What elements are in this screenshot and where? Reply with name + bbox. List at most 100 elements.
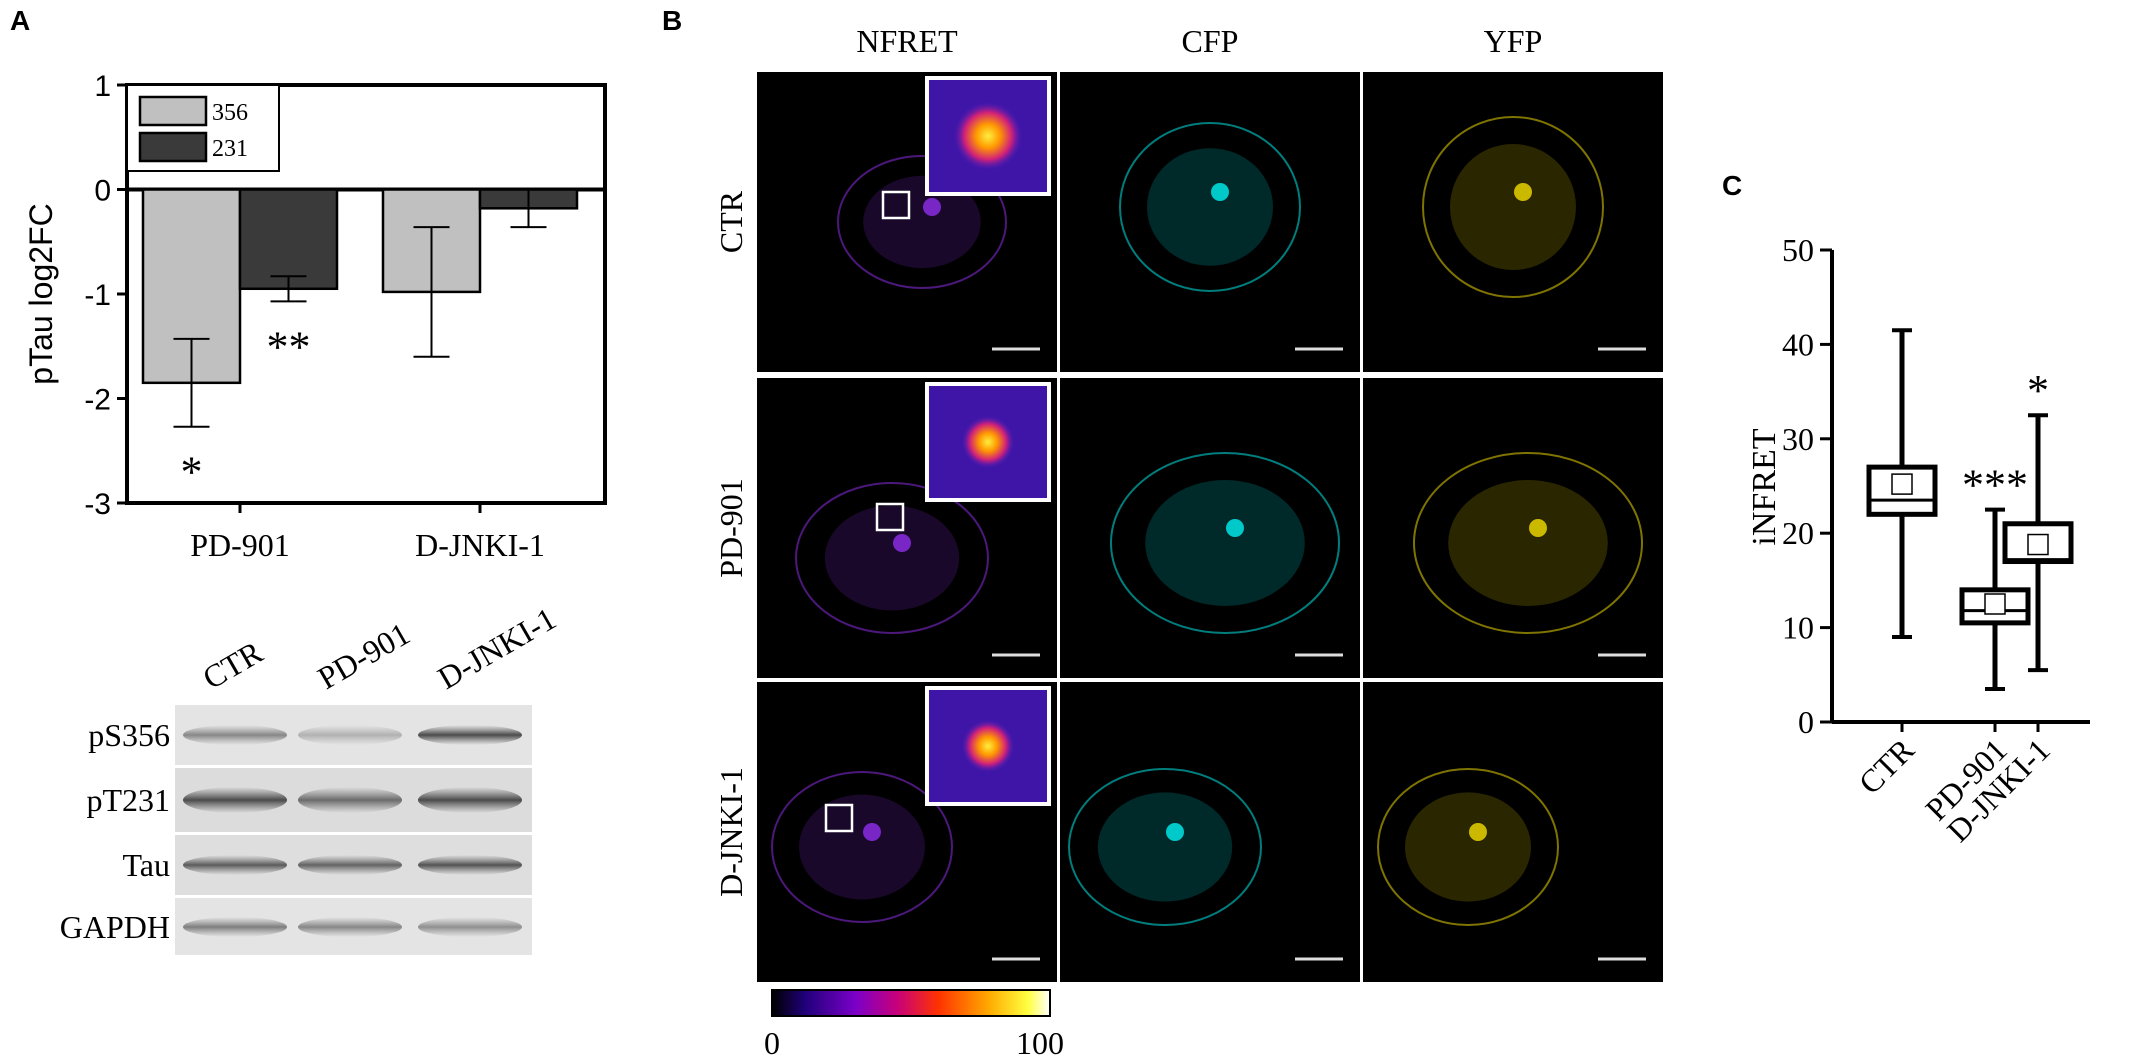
micrograph-pd-901-cfp (1060, 378, 1360, 678)
blot-row-label-gapdh: GAPDH (60, 909, 170, 945)
panel-label-c: C (1722, 170, 1742, 201)
nfret-colorbar (771, 989, 1051, 1017)
microscopy-row-labels: CTR PD-901 D-JNKI-1 (713, 190, 749, 897)
micrograph-ctr-yfp (1363, 72, 1663, 372)
roi-box (824, 803, 854, 833)
cell-body (863, 175, 981, 269)
legend-swatch-231 (138, 131, 208, 163)
cell-aggregate (923, 198, 941, 216)
cell-outline (1068, 768, 1262, 926)
cell-body (1097, 792, 1233, 902)
blot-lane-label-d-jnki-1: D-JNKI-1 (432, 600, 562, 696)
box-pd-901: *** (1959, 461, 2031, 691)
cell-aggregate (1514, 183, 1532, 201)
microscopy-column-label-yfp: YFP (1484, 23, 1543, 59)
blot-row-labels: pS356 pT231 Tau GAPDH (60, 717, 170, 945)
cell-body (799, 794, 925, 900)
microscopy-grid: NFRET CFP YFP CTR PD-901 D-JNKI-1 0 100 (713, 23, 1665, 1060)
micrograph-pd-901-yfp (1363, 378, 1663, 678)
blot-band-gapdh-d-jnki-1 (418, 917, 522, 937)
significance-mark: ** (267, 322, 311, 371)
cell-body (824, 505, 960, 611)
inset-hotspot (962, 416, 1014, 468)
cell-body (1147, 148, 1273, 266)
microscopy-tiles (757, 72, 1663, 982)
blot-band-tau-d-jnki-1 (418, 855, 522, 875)
blot-band-ps356-d-jnki-1 (418, 725, 522, 745)
bar-x-tick-label: D-JNKI-1 (415, 527, 545, 563)
micrograph-pd-901-nfret (757, 378, 1057, 678)
micrograph-background (1060, 378, 1360, 678)
micrograph-ctr-cfp (1060, 72, 1360, 372)
box-d-jnki-1: * (2002, 366, 2074, 673)
cell-outline (771, 771, 953, 923)
inset-hotspot (954, 102, 1022, 170)
inset-hotspot (962, 720, 1014, 772)
micrograph-ctr-nfret (757, 72, 1057, 372)
cell-aggregate (893, 534, 911, 552)
blot-row-label-pt231: pT231 (86, 782, 170, 818)
micrograph-background (1363, 378, 1663, 678)
box-y-tick-label: 40 (1782, 326, 1814, 362)
colorbar-min-label: 0 (764, 1025, 780, 1060)
bar-y-axis-label: pTau log2FC (23, 203, 59, 384)
box-mean (2027, 533, 2049, 556)
legend-swatch-356 (138, 95, 208, 127)
legend-label-231: 231 (212, 136, 248, 162)
micrograph-background (1060, 682, 1360, 982)
box-ctr (1866, 328, 1938, 640)
box-iqr (1866, 464, 1938, 517)
significance-mark: *** (1962, 461, 2028, 510)
box-mean (1891, 473, 1913, 495)
bar-y-tick-label: -2 (84, 384, 111, 417)
box-series: **** (1866, 328, 2074, 691)
box-y-tick-label: 20 (1782, 515, 1814, 551)
legend-label-356: 356 (212, 100, 248, 126)
bar-y-tick-label: 0 (94, 175, 111, 208)
blot-lane-labels: CTR PD-901 D-JNKI-1 (197, 600, 562, 696)
blot-row-label-ps356: pS356 (88, 717, 170, 753)
bar-series: *** (141, 188, 579, 497)
bar-y-tick-label: -3 (84, 488, 111, 521)
blot-band-gapdh-pd-901 (298, 917, 402, 937)
box-y-axis: 0 10 20 30 40 50 (1782, 232, 2090, 740)
significance-mark: * (2027, 366, 2049, 415)
cell-aggregate (1166, 823, 1184, 841)
blot-band-tau-pd-901 (298, 855, 402, 875)
cell-outline (1413, 452, 1643, 634)
colorbar-max-label: 100 (1016, 1025, 1064, 1060)
cell-outline (1422, 116, 1604, 298)
microscopy-column-label-cfp: CFP (1182, 23, 1239, 59)
box-y-tick-label: 30 (1782, 421, 1814, 457)
blot-lane-label-ctr: CTR (197, 633, 269, 696)
cell-body (1405, 792, 1531, 902)
blot-band-gapdh-ctr (183, 917, 287, 937)
bar-x-axis: PD-901 D-JNKI-1 (190, 503, 545, 563)
western-blot: pS356 pT231 Tau GAPDH CTR PD-901 D-JNKI-1 (60, 600, 562, 955)
microscopy-row-label-ctr: CTR (713, 190, 749, 253)
microscopy-column-label-nfret: NFRET (856, 23, 958, 59)
cell-outline (795, 482, 989, 634)
blot-band-pt231-pd-901 (298, 787, 402, 813)
microscopy-row-label-d-jnki-1: D-JNKI-1 (713, 767, 749, 897)
panel-label-a: A (10, 5, 30, 36)
box-y-axis-label: iNFRET (1746, 428, 1783, 545)
bar-x-tick-label: PD-901 (190, 527, 290, 563)
cell-aggregate (1469, 823, 1487, 841)
blot-row-label-tau: Tau (122, 847, 170, 883)
micrograph-d-jnki-1-nfret (757, 682, 1057, 982)
micrograph-background (1363, 682, 1663, 982)
blot-band-tau-ctr (183, 855, 287, 875)
bar-y-tick-label: -1 (84, 279, 111, 312)
cell-body (1448, 480, 1608, 606)
box-iqr (2002, 521, 2074, 565)
box-mean (1984, 593, 2006, 615)
cell-outline (1377, 768, 1559, 926)
cell-aggregate (1529, 519, 1547, 537)
blot-band-pt231-d-jnki-1 (418, 787, 522, 813)
cell-aggregate (1211, 183, 1229, 201)
